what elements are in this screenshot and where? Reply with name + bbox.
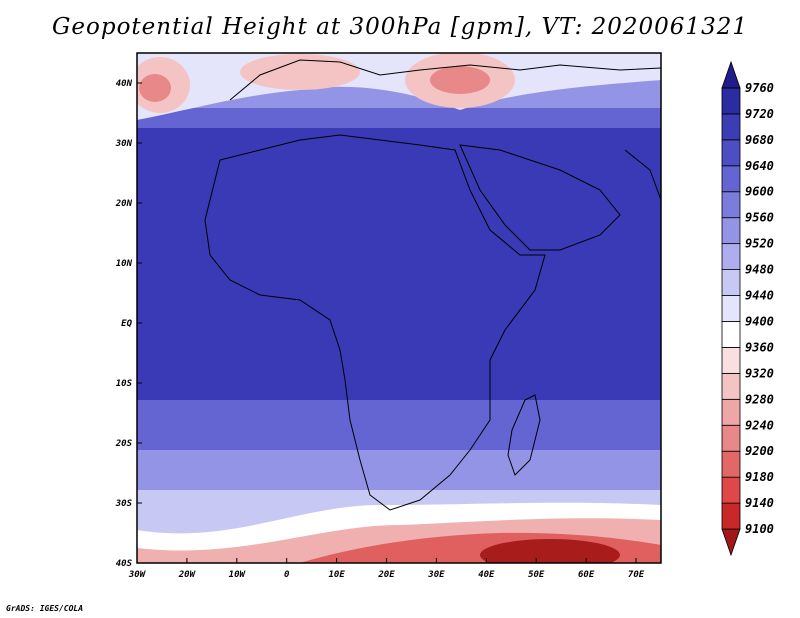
lon-tick-label: 70E <box>628 570 645 580</box>
lon-tick-label: 0 <box>284 570 290 580</box>
colorbar-level-label: 9440 <box>745 289 774 303</box>
map-frame <box>136 52 662 564</box>
northern-low-turkey-core <box>430 66 490 94</box>
colorbar-segment <box>721 243 741 270</box>
colorbar-segment <box>721 321 741 348</box>
lon-tick-label: 50E <box>528 570 545 580</box>
northern-low-northwest-core <box>139 74 171 102</box>
colorbar-segment <box>721 87 741 115</box>
credit-text: GrADS: IGES/COLA <box>6 604 84 613</box>
colorbar-segment <box>721 269 741 296</box>
colorbar-segment <box>721 165 741 193</box>
colorbar-level-label: 9720 <box>745 107 774 121</box>
lat-tick-label: 40N <box>116 79 133 89</box>
colorbar-level-label: 9480 <box>745 263 774 277</box>
colorbar: 9100 9140 9180 9200 9240 9280 9320 9360 9400 9440… <box>721 60 774 557</box>
lat-tick-label: 20S <box>115 439 133 449</box>
northern-low-europe <box>240 54 360 90</box>
lat-tick-label: 10N <box>116 259 133 269</box>
lon-tick-label: 30E <box>427 570 445 580</box>
colorbar-level-label: 9180 <box>745 470 774 484</box>
colorbar-level-label: 9360 <box>745 340 774 354</box>
lat-tick-label: 30N <box>115 139 133 149</box>
chart-title: Geopotential Height at 300hPa [gpm], VT:… <box>52 14 748 40</box>
colorbar-level-label: 9600 <box>745 185 774 199</box>
lat-tick-label: EQ <box>121 319 132 329</box>
india-outline <box>624 149 661 201</box>
colorbar-level-label: 9640 <box>745 159 774 173</box>
colorbar-level-label: 9680 <box>745 133 774 147</box>
colorbar-segment <box>721 139 741 167</box>
southern-trough-core <box>480 539 620 563</box>
colorbar-segment <box>721 476 741 504</box>
map-area <box>137 53 661 563</box>
colorbar-level-label: 9560 <box>745 211 774 225</box>
colorbar-level-label: 9140 <box>745 496 774 510</box>
colorbar-segment <box>721 113 741 141</box>
colorbar-level-label: 9100 <box>745 522 774 536</box>
lon-tick-label: 20E <box>377 570 395 580</box>
lat-tick-label: 10S <box>116 379 133 389</box>
colorbar-level-label: 9240 <box>745 418 774 432</box>
lon-tick-label: 40E <box>478 570 495 580</box>
colorbar-segment <box>721 372 741 400</box>
colorbar-segment <box>721 295 741 322</box>
lat-tick-label: 30S <box>115 499 133 509</box>
madagascar-outline <box>507 394 541 476</box>
colorbar-level-label: 9400 <box>745 314 774 328</box>
colorbar-segment <box>721 398 741 426</box>
colorbar-level-label: 9320 <box>745 366 774 380</box>
colorbar-segment <box>721 191 741 219</box>
longitude-axis: 30W 20W 10W 0 10E 20E 30E 40E 50E 60E 70E <box>128 558 645 580</box>
latitude-axis: 40S 30S 20S 10S EQ 10N 20N 30N 40N <box>115 79 142 569</box>
lon-tick-label: 60E <box>578 570 595 580</box>
colorbar-segment <box>721 450 741 478</box>
arabia-outline <box>459 144 621 251</box>
europe-outline <box>229 59 661 101</box>
africa-outline <box>204 134 546 511</box>
colorbar-segment <box>721 60 741 89</box>
lon-tick-label: 30W <box>128 570 147 580</box>
lon-tick-label: 10E <box>328 570 345 580</box>
lon-tick-label: 10W <box>229 570 247 580</box>
lat-tick-label: 40S <box>116 559 133 569</box>
colorbar-level-label: 9280 <box>745 392 774 406</box>
colorbar-level-label: 9520 <box>745 237 774 251</box>
colorbar-segment <box>721 347 741 374</box>
colorbar-segment <box>721 217 741 245</box>
colorbar-level-label: 9200 <box>745 444 774 458</box>
colorbar-segment <box>721 528 741 557</box>
colorbar-level-label: 9760 <box>745 81 774 95</box>
lon-tick-label: 20W <box>178 570 197 580</box>
lat-tick-label: 20N <box>115 199 133 209</box>
colorbar-segment <box>721 424 741 452</box>
colorbar-segment <box>721 502 741 530</box>
